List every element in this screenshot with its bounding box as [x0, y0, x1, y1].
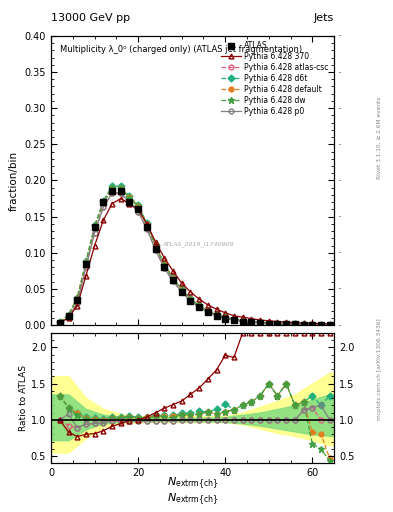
- Text: mcplots.cern.ch [arXiv:1306.3436]: mcplots.cern.ch [arXiv:1306.3436]: [377, 318, 382, 419]
- Legend: ATLAS, Pythia 6.428 370, Pythia 6.428 atlas-csc, Pythia 6.428 d6t, Pythia 6.428 : ATLAS, Pythia 6.428 370, Pythia 6.428 at…: [220, 39, 330, 117]
- Text: Jets: Jets: [314, 13, 334, 23]
- Text: ATLAS_2019_I1740909: ATLAS_2019_I1740909: [162, 241, 234, 247]
- Text: Rivet 3.1.10, ≥ 2.6M events: Rivet 3.1.10, ≥ 2.6M events: [377, 97, 382, 179]
- Text: $N_{\rm{extrm}\{ch\}}$: $N_{\rm{extrm}\{ch\}}$: [167, 492, 219, 508]
- Y-axis label: Ratio to ATLAS: Ratio to ATLAS: [19, 365, 28, 431]
- Y-axis label: fraction/bin: fraction/bin: [9, 151, 19, 210]
- Text: 13000 GeV pp: 13000 GeV pp: [51, 13, 130, 23]
- Text: Multiplicity λ_0⁰ (charged only) (ATLAS jet fragmentation): Multiplicity λ_0⁰ (charged only) (ATLAS …: [60, 45, 302, 54]
- Text: $N_{\rm{extrm}\{ch\}}$: $N_{\rm{extrm}\{ch\}}$: [167, 476, 219, 492]
